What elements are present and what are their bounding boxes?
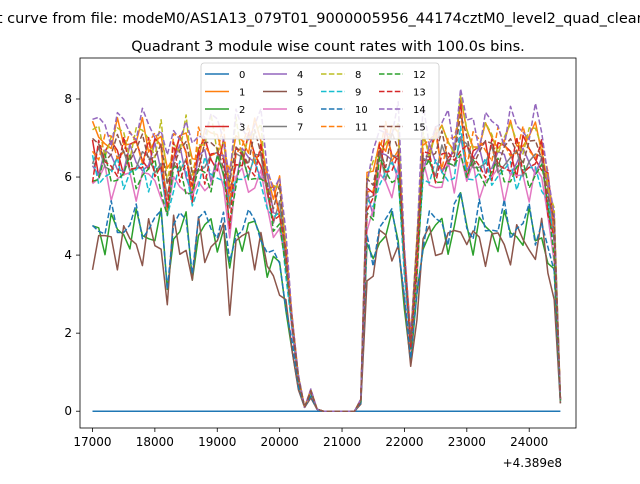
legend-label-9: 9 (355, 88, 361, 99)
x-tick-label: 19000 (198, 435, 236, 449)
legend-label-8: 8 (355, 70, 361, 81)
x-tick-label: 21000 (323, 435, 361, 449)
y-tick-label: 2 (64, 326, 72, 340)
legend-label-0: 0 (239, 70, 245, 81)
legend-label-7: 7 (297, 123, 303, 134)
legend-box (200, 62, 440, 140)
legend-label-5: 5 (297, 88, 303, 99)
legend-label-13: 13 (413, 88, 426, 99)
x-tick-label: 23000 (448, 435, 486, 449)
x-tick-label: 20000 (261, 435, 299, 449)
legend-label-2: 2 (239, 105, 245, 116)
y-tick-label: 4 (64, 248, 72, 262)
axes: 17000 18000 19000 20000 21000 22000 23000 24000… (64, 57, 577, 449)
x-tick-label: 24000 (510, 435, 548, 449)
x-offset-label: +4.389e8 (503, 456, 562, 470)
figure-suptitle: Light curve from file: modeM0/AS1A13_079… (0, 11, 640, 27)
legend-label-15: 15 (413, 123, 426, 134)
y-tick-label: 0 (64, 404, 72, 418)
legend-label-1: 1 (239, 88, 245, 99)
chart-title: Quadrant 3 module wise count rates with … (131, 39, 525, 55)
legend-label-10: 10 (355, 105, 368, 116)
legend-label-12: 12 (413, 70, 426, 81)
plot-area (91, 88, 562, 412)
series-line-14 (92, 88, 562, 412)
legend-label-11: 11 (355, 123, 368, 134)
y-tick-label: 6 (64, 170, 72, 184)
axes-frame (79, 57, 577, 429)
legend-label-6: 6 (297, 105, 303, 116)
x-tick-label: 17000 (73, 435, 111, 449)
x-tick-label: 22000 (385, 435, 423, 449)
x-tick-label: 18000 (136, 435, 174, 449)
legend-label-4: 4 (297, 70, 303, 81)
legend-label-14: 14 (413, 105, 426, 116)
legend-label-3: 3 (239, 123, 245, 134)
y-tick-label: 8 (64, 92, 72, 106)
